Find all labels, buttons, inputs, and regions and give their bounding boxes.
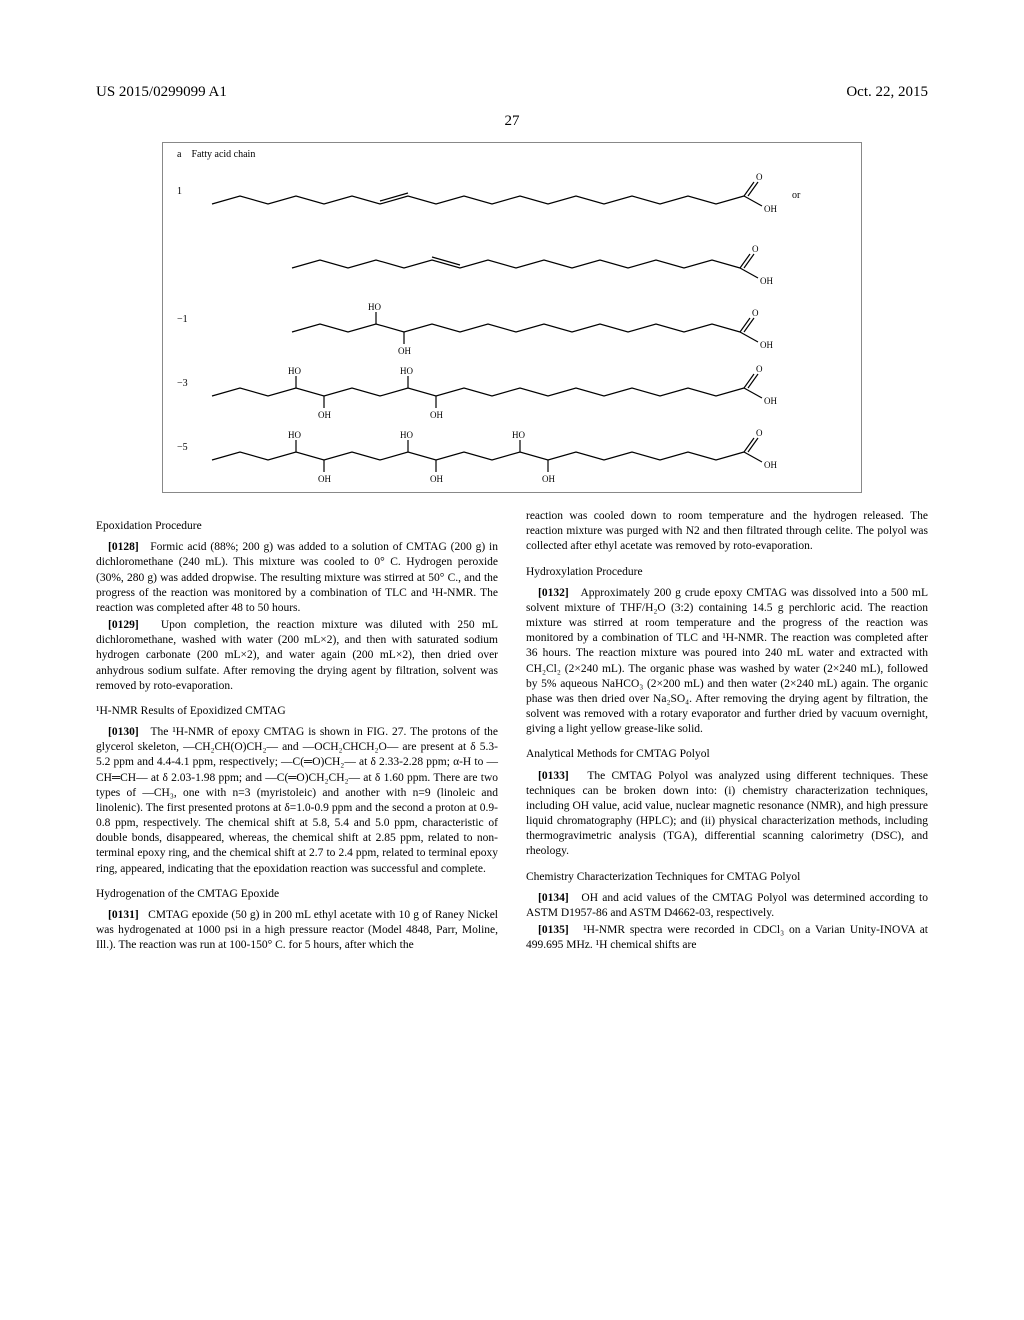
paragraph: [0129] Upon completion, the reaction mix… (96, 618, 498, 694)
svg-text:OH: OH (764, 460, 777, 470)
para-number: [0135] (538, 924, 569, 936)
row-label: 1 (177, 186, 182, 197)
section-heading: Analytical Methods for CMTAG Polyol (526, 747, 928, 762)
section-heading: Epoxidation Procedure (96, 519, 498, 534)
svg-text:O: O (752, 308, 759, 318)
para-number: [0132] (538, 587, 569, 599)
left-column: Epoxidation Procedure [0128] Formic acid… (96, 509, 498, 955)
svg-text:O: O (756, 428, 763, 438)
paragraph: reaction was cooled down to room tempera… (526, 509, 928, 555)
chemical-structure-row: 1 O OH or (171, 164, 853, 228)
svg-text:OH: OH (760, 276, 773, 286)
paragraph: [0134] OH and acid values of the CMTAG P… (526, 891, 928, 921)
para-number: [0133] (538, 770, 569, 782)
section-heading: Chemistry Characterization Techniques fo… (526, 870, 928, 885)
para-number: [0134] (538, 892, 569, 904)
svg-text:or: or (792, 190, 801, 201)
chemical-structures: 1OOHorOOH−1HOOHOOH−3HOOHHOOHOOH−5HOOHHOO… (171, 164, 853, 484)
page-header: US 2015/0299099 A1 Oct. 22, 2015 (0, 0, 1024, 105)
publication-number: US 2015/0299099 A1 (96, 84, 227, 101)
paragraph: [0128] Formic acid (88%; 200 g) was adde… (96, 540, 498, 616)
text-columns: Epoxidation Procedure [0128] Formic acid… (0, 509, 1024, 955)
chemical-structure-row: −1 HO OH O OH (171, 292, 853, 356)
section-heading: ¹H-NMR Results of Epoxidized CMTAG (96, 704, 498, 719)
svg-text:O: O (756, 364, 763, 374)
page-number: 27 (0, 105, 1024, 142)
chemical-structure-row: O OH (171, 228, 853, 292)
svg-text:O: O (752, 244, 759, 254)
svg-text:OH: OH (318, 410, 331, 420)
paragraph: [0130] The ¹H-NMR of epoxy CMTAG is show… (96, 725, 498, 877)
svg-text:HO: HO (288, 430, 301, 440)
svg-text:O: O (756, 172, 763, 182)
para-number: [0128] (108, 541, 139, 553)
svg-text:OH: OH (430, 474, 443, 484)
section-heading: Hydroxylation Procedure (526, 565, 928, 580)
figure-caption: a Fatty acid chain (171, 147, 853, 164)
right-column: reaction was cooled down to room tempera… (526, 509, 928, 955)
svg-text:OH: OH (760, 340, 773, 350)
section-heading: Hydrogenation of the CMTAG Epoxide (96, 887, 498, 902)
svg-text:HO: HO (400, 430, 413, 440)
paragraph: [0132] Approximately 200 g crude epoxy C… (526, 586, 928, 738)
chemical-structure-row: −3 HO OH HO OH O OH (171, 356, 853, 420)
svg-text:OH: OH (542, 474, 555, 484)
svg-text:HO: HO (400, 366, 413, 376)
para-number: [0131] (108, 909, 139, 921)
paragraph: [0133] The CMTAG Polyol was analyzed usi… (526, 769, 928, 860)
paragraph: [0135] ¹H-NMR spectra were recorded in C… (526, 923, 928, 953)
paragraph: [0131] CMTAG epoxide (50 g) in 200 mL et… (96, 908, 498, 954)
svg-text:OH: OH (764, 204, 777, 214)
publication-date: Oct. 22, 2015 (846, 84, 928, 101)
row-label: −5 (177, 442, 188, 453)
para-number: [0130] (108, 726, 139, 738)
figure-panel: a Fatty acid chain 1OOHorOOH−1HOOHOOH−3H… (162, 142, 862, 493)
svg-text:OH: OH (430, 410, 443, 420)
row-label: −3 (177, 378, 188, 389)
svg-text:OH: OH (398, 346, 411, 356)
svg-text:HO: HO (512, 430, 525, 440)
row-label: −1 (177, 314, 188, 325)
chemical-structure-row: −5 HO OH HO OH HO OH O OH (171, 420, 853, 484)
svg-text:OH: OH (764, 396, 777, 406)
svg-text:OH: OH (318, 474, 331, 484)
para-number: [0129] (108, 619, 139, 631)
svg-text:HO: HO (288, 366, 301, 376)
svg-text:HO: HO (368, 302, 381, 312)
